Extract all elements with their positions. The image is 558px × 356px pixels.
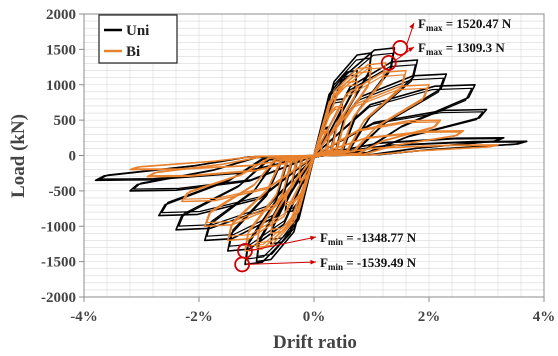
y-tick-label: -2000 xyxy=(41,290,76,306)
annotation-arrow xyxy=(248,236,317,252)
x-tick-label: 0% xyxy=(303,309,326,325)
annotation-label: Fmax = 1520.47 N xyxy=(418,16,512,33)
y-tick-label: 0 xyxy=(69,149,77,165)
y-tick-label: 1000 xyxy=(46,78,76,94)
hysteresis-loop-repeat xyxy=(133,144,495,170)
x-tick-label: -2% xyxy=(185,309,213,325)
annotation-arrowhead xyxy=(310,259,316,265)
series-bi xyxy=(129,62,499,252)
y-tick-label: 1500 xyxy=(46,42,76,58)
annotations: Fmax = 1520.47 N Fmax = 1309.3 N Fmin = -1… xyxy=(234,16,512,273)
series-layer xyxy=(94,47,528,266)
annotation-label: Fmax = 1309.3 N xyxy=(418,40,505,57)
tick-labels: -4% -2% 0% 2% 4% -2000 -1500 -1000 -500 0 500 1000 1… xyxy=(41,7,555,325)
annotation-label: Fmin = -1348.77 N xyxy=(320,230,417,247)
annotation-arrowhead xyxy=(310,235,316,241)
annotation-marker xyxy=(380,54,397,71)
annotation-label: Fmin = -1539.49 N xyxy=(320,255,417,272)
annotation-arrowhead xyxy=(409,23,414,29)
axes xyxy=(79,13,545,302)
x-axis-title: Drift ratio xyxy=(273,332,357,353)
legend: Uni Bi xyxy=(98,14,178,64)
annotation-marker xyxy=(392,40,409,56)
x-tick-label: 2% xyxy=(418,309,441,325)
y-axis-title: Load (kN) xyxy=(8,114,29,198)
legend-label: Uni xyxy=(126,23,149,39)
annotation-arrowhead xyxy=(408,47,414,52)
y-tick-label: -1000 xyxy=(41,219,76,235)
y-tick-label: 2000 xyxy=(46,7,76,23)
annotation-arrow xyxy=(246,261,317,265)
legend-box xyxy=(98,14,178,64)
y-tick-label: 500 xyxy=(54,113,77,129)
x-tick-label: 4% xyxy=(533,309,556,325)
y-tick-label: -1500 xyxy=(41,255,76,271)
y-tick-label: -500 xyxy=(49,184,77,200)
legend-label: Bi xyxy=(126,44,140,60)
x-tick-label: -4% xyxy=(70,309,98,325)
